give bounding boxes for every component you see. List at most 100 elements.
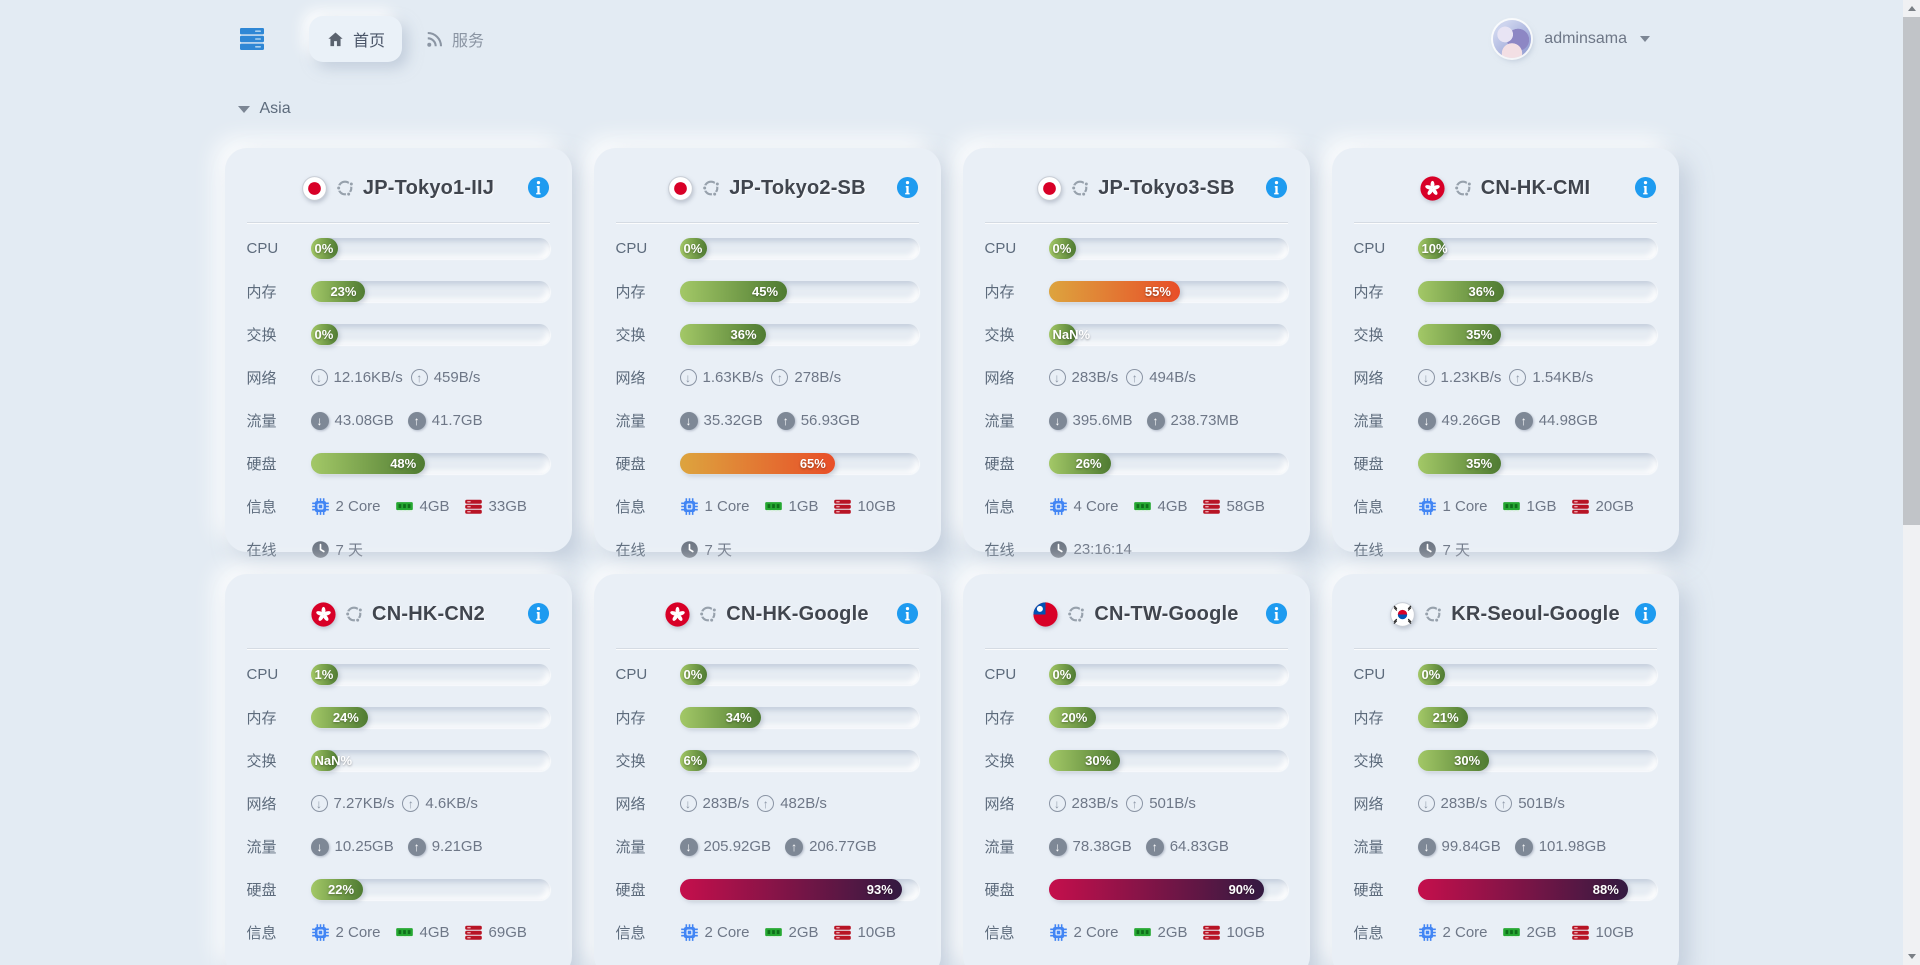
cpu-chip-icon bbox=[680, 923, 699, 942]
swap-bar: 35% bbox=[1417, 324, 1657, 345]
row-label-cpu: CPU bbox=[1353, 666, 1386, 683]
upload-circle-fill-icon: ↑ bbox=[776, 411, 795, 430]
cpu-row: CPU 0% bbox=[616, 653, 919, 696]
upload-circle-icon: ↑ bbox=[410, 369, 428, 386]
tab-home[interactable]: 首页 bbox=[309, 16, 403, 62]
scroll-up-icon[interactable] bbox=[1903, 0, 1920, 17]
storage-value: 10GB bbox=[857, 924, 896, 941]
ubuntu-os-icon bbox=[1066, 604, 1086, 624]
info-icon[interactable] bbox=[527, 602, 550, 625]
cores-value: 2 Core bbox=[1442, 924, 1488, 941]
tab-services[interactable]: 服务 bbox=[408, 16, 501, 62]
user-menu[interactable]: adminsama bbox=[1493, 20, 1650, 58]
info-row: 信息 4 Core bbox=[985, 485, 1288, 528]
download-circle-icon: ↓ bbox=[1048, 795, 1066, 812]
server-stack-icon[interactable] bbox=[237, 19, 283, 59]
cpu-chip-icon bbox=[680, 497, 699, 516]
storage-value: 10GB bbox=[1226, 924, 1265, 941]
download-circle-fill-icon: ↓ bbox=[310, 411, 329, 430]
traffic-down-value: 205.92GB bbox=[703, 838, 772, 855]
server-card: JP-Tokyo3-SB CPU 0% 内存 55% bbox=[962, 148, 1310, 559]
info-row: 信息 2 Core bbox=[247, 911, 550, 954]
swap-row: 交换 36% bbox=[616, 313, 919, 356]
traffic-down-value: 99.84GB bbox=[1441, 838, 1501, 855]
swap-bar: NaN% bbox=[310, 750, 550, 771]
flag-jp-icon bbox=[302, 175, 327, 201]
memory-row: 内存 20% bbox=[985, 696, 1288, 739]
swap-bar: 6% bbox=[679, 750, 919, 771]
scroll-down-icon[interactable] bbox=[1903, 948, 1920, 965]
cpu-chip-icon bbox=[1418, 497, 1437, 516]
traffic-down-value: 35.32GB bbox=[703, 412, 763, 429]
divider bbox=[1353, 648, 1657, 649]
row-label-memory: 内存 bbox=[984, 284, 1015, 301]
cpu-value: 10% bbox=[1421, 241, 1448, 256]
network-row: 网络 ↓ 283B/s ↑ 501B/s bbox=[1354, 782, 1657, 825]
scrollbar-thumb[interactable] bbox=[1903, 17, 1920, 525]
info-icon[interactable] bbox=[1265, 176, 1288, 199]
traffic-up-value: 44.98GB bbox=[1538, 412, 1598, 429]
net-down-value: 283B/s bbox=[1071, 795, 1119, 812]
traffic-up-value: 238.73MB bbox=[1170, 412, 1239, 429]
cpu-row: CPU 0% bbox=[247, 227, 550, 270]
server-card: CN-TW-Google CPU 0% 内存 20% bbox=[962, 574, 1310, 965]
disk-value: 93% bbox=[866, 882, 893, 897]
upload-circle-fill-icon: ↑ bbox=[407, 411, 426, 430]
memory-row: 内存 23% bbox=[247, 270, 550, 313]
ubuntu-os-icon bbox=[344, 604, 364, 624]
cpu-chip-icon bbox=[1049, 923, 1068, 942]
disk-value: 35% bbox=[1466, 456, 1493, 471]
row-label-traffic: 流量 bbox=[615, 839, 646, 856]
info-row: 信息 1 Core bbox=[616, 485, 919, 528]
cpu-row: CPU 0% bbox=[985, 653, 1288, 696]
flag-hk-icon bbox=[1420, 175, 1445, 201]
info-icon[interactable] bbox=[527, 176, 550, 199]
cpu-row: CPU 0% bbox=[1354, 653, 1657, 696]
row-label-online: 在线 bbox=[1353, 542, 1384, 559]
memory-row: 内存 21% bbox=[1354, 696, 1657, 739]
server-name: JP-Tokyo1-IIJ bbox=[362, 176, 495, 199]
info-icon[interactable] bbox=[896, 176, 919, 199]
card-header: CN-HK-CMI bbox=[1354, 164, 1657, 212]
home-icon bbox=[326, 30, 345, 49]
flag-hk-icon bbox=[311, 601, 336, 627]
info-row: 信息 2 Core bbox=[1354, 911, 1657, 954]
swap-row: 交换 30% bbox=[1354, 739, 1657, 782]
ubuntu-os-icon bbox=[1453, 178, 1473, 198]
info-icon[interactable] bbox=[1634, 176, 1657, 199]
row-label-disk: 硬盘 bbox=[246, 456, 277, 473]
swap-bar: 36% bbox=[679, 324, 919, 345]
disk-bar: 26% bbox=[1048, 453, 1288, 474]
info-row: 信息 1 Core bbox=[1354, 485, 1657, 528]
server-name: CN-HK-CN2 bbox=[372, 602, 485, 625]
scrollbar[interactable] bbox=[1903, 0, 1920, 965]
swap-value: 30% bbox=[1085, 753, 1112, 768]
server-name: CN-HK-CMI bbox=[1480, 176, 1591, 199]
row-label-swap: 交换 bbox=[246, 753, 277, 770]
upload-circle-fill-icon: ↑ bbox=[407, 837, 426, 856]
info-icon[interactable] bbox=[1265, 602, 1288, 625]
memory-value: 55% bbox=[1144, 284, 1171, 299]
row-label-swap: 交换 bbox=[1353, 753, 1384, 770]
row-label-swap: 交换 bbox=[615, 327, 646, 344]
uptime-value: 7 天 bbox=[335, 542, 364, 559]
net-down-value: 283B/s bbox=[702, 795, 750, 812]
cpu-row: CPU 1% bbox=[247, 653, 550, 696]
row-label-info: 信息 bbox=[984, 925, 1015, 942]
section-asia-toggle[interactable]: Asia bbox=[225, 100, 1679, 118]
swap-row: 交换 NaN% bbox=[247, 739, 550, 782]
swap-row: 交换 6% bbox=[616, 739, 919, 782]
disk-value: 88% bbox=[1592, 882, 1619, 897]
ram-icon bbox=[1502, 497, 1521, 516]
disk-icon bbox=[833, 497, 852, 516]
disk-value: 65% bbox=[799, 456, 826, 471]
info-icon[interactable] bbox=[896, 602, 919, 625]
ram-value: 4GB bbox=[419, 498, 450, 515]
row-label-memory: 内存 bbox=[615, 710, 646, 727]
traffic-up-value: 9.21GB bbox=[431, 838, 483, 855]
row-label-traffic: 流量 bbox=[246, 413, 277, 430]
divider bbox=[615, 222, 919, 223]
info-icon[interactable] bbox=[1634, 602, 1657, 625]
row-label-info: 信息 bbox=[246, 499, 277, 516]
rss-icon bbox=[425, 30, 444, 49]
